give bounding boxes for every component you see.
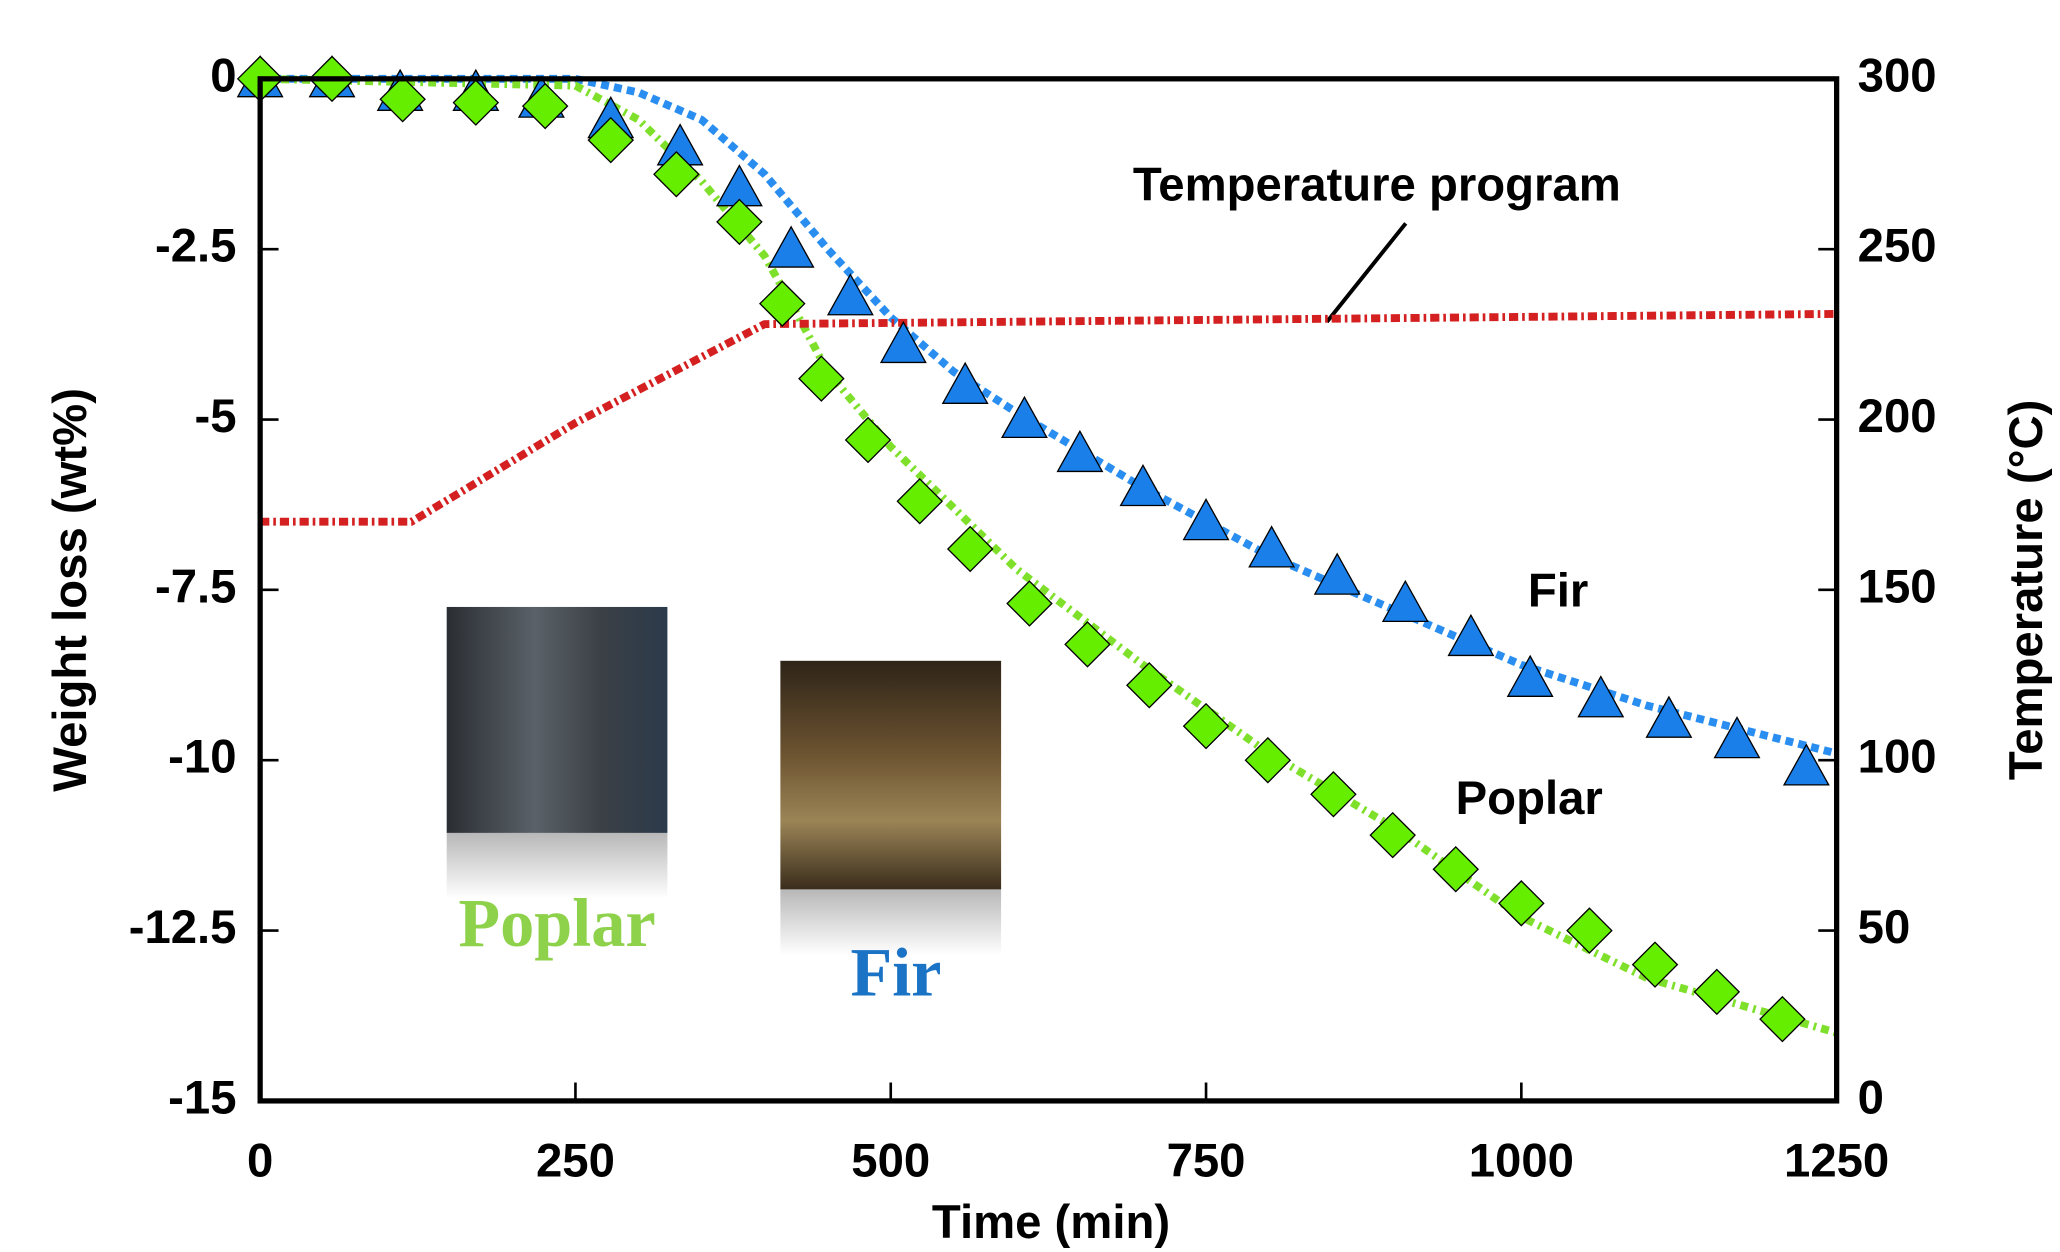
y2-tick-label: 250: [1858, 220, 1937, 273]
marker: [881, 322, 926, 362]
marker: [799, 356, 844, 401]
annotation-leader: [1327, 223, 1406, 322]
marker: [1784, 745, 1829, 785]
fir-photo: [780, 661, 1001, 890]
y2-tick-label: 50: [1858, 901, 1911, 954]
y2-tick-label: 300: [1858, 49, 1937, 102]
marker: [1760, 997, 1805, 1042]
marker: [943, 363, 988, 403]
marker: [948, 527, 993, 572]
marker: [1246, 738, 1291, 783]
y-tick-label: -15: [168, 1071, 236, 1124]
marker: [1499, 881, 1544, 926]
marker: [1567, 908, 1612, 953]
chart: Time (min) Weight loss (wt%) Temperature…: [0, 0, 2060, 1252]
curve: [260, 314, 1836, 522]
y2-tick-label: 200: [1858, 390, 1937, 443]
marker: [1127, 663, 1172, 708]
marker: [1633, 942, 1678, 987]
marker: [1249, 527, 1294, 567]
photo-label: Poplar: [458, 885, 655, 961]
x-tick-label: 0: [247, 1134, 273, 1187]
y-axis-label: Weight loss (wt%): [44, 388, 97, 792]
marker: [1370, 813, 1415, 858]
x-axis-label: Time (min): [932, 1196, 1170, 1249]
marker: [1433, 847, 1478, 892]
y-tick-label: -2.5: [155, 220, 236, 273]
poplar-photo: [447, 607, 668, 833]
y-tick-label: -10: [168, 731, 236, 784]
annotation: Temperature program: [1133, 158, 1621, 211]
x-tick-label: 1000: [1469, 1134, 1574, 1187]
marker: [1315, 554, 1360, 594]
y2-axis-label: Temperature (°C): [2000, 400, 2053, 781]
marker: [769, 227, 814, 267]
photo-label: Fir: [850, 935, 941, 1011]
marker: [1383, 581, 1428, 621]
marker: [1065, 622, 1110, 667]
y-tick-label: -7.5: [155, 560, 236, 613]
y2-tick-label: 100: [1858, 731, 1937, 784]
x-tick-label: 250: [536, 1134, 615, 1187]
y2-tick-label: 0: [1858, 1071, 1884, 1124]
annotation: Poplar: [1456, 772, 1603, 825]
y-tick-label: -12.5: [129, 901, 237, 954]
x-tick-label: 750: [1167, 1134, 1246, 1187]
marker: [1184, 499, 1229, 539]
y-tick-label: 0: [210, 49, 236, 102]
marker: [846, 418, 891, 463]
y-tick-label: -5: [194, 390, 236, 443]
annotation: Fir: [1528, 564, 1588, 617]
y2-tick-label: 150: [1858, 560, 1937, 613]
marker: [1184, 704, 1229, 749]
x-tick-label: 500: [851, 1134, 930, 1187]
x-tick-label: 1250: [1784, 1134, 1889, 1187]
marker: [1715, 717, 1760, 757]
marker: [1121, 465, 1166, 505]
marker: [523, 84, 568, 129]
marker: [1694, 970, 1739, 1015]
